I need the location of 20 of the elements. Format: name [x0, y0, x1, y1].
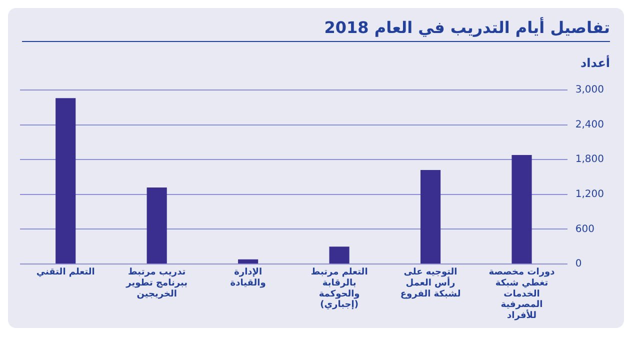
- y-tick-label: 1,200: [575, 188, 604, 200]
- bar: [329, 246, 350, 264]
- bar: [146, 187, 167, 264]
- x-tick-label: دورات مخصصة تغطي شبكة الخدمات المصرفية للأفراد: [488, 268, 556, 321]
- y-tick-label: 2,400: [575, 119, 604, 130]
- x-tick-label: الإدارة والقيادة: [230, 268, 266, 289]
- x-tick-label: تدريب مرتبط ببرنامج تطوير الخريجين: [125, 268, 188, 300]
- y-tick-label: 3,000: [575, 84, 604, 96]
- x-tick-label: التعلم التقني: [36, 268, 95, 278]
- bar: [56, 98, 76, 264]
- bar: [420, 170, 441, 264]
- y-axis-title: أعداد: [580, 56, 610, 70]
- bar: [238, 259, 258, 264]
- y-tick-label: 0: [575, 258, 582, 270]
- chart-title: تفاصيل أيام التدريب في العام 2018: [22, 18, 610, 42]
- x-tick-label: التعلم مرتبط بالرقابة والحوكمة (إجباري): [310, 268, 368, 310]
- bar: [512, 154, 532, 264]
- y-tick-label: 600: [575, 224, 594, 235]
- x-tick-label: التوجيه على رأس العمل لشبكة الفروع: [400, 268, 461, 300]
- y-tick-label: 1,800: [575, 154, 604, 166]
